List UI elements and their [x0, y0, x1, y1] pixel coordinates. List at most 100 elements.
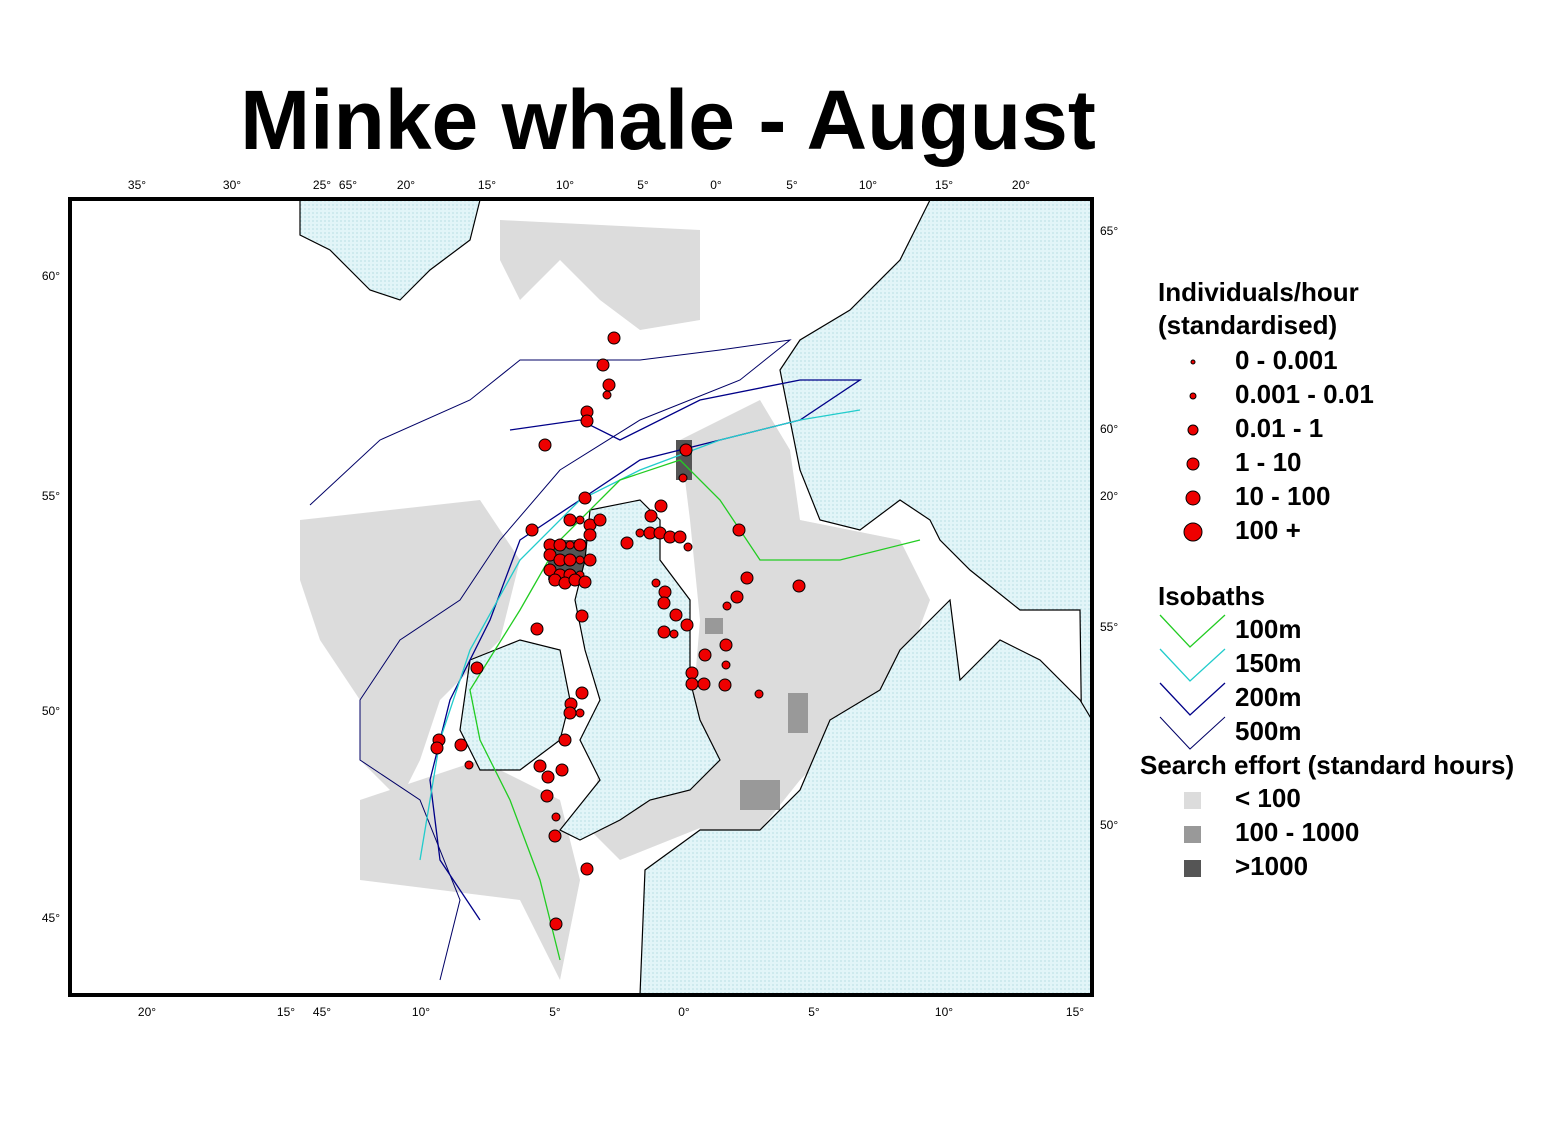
great-britain — [559, 499, 721, 841]
sighting — [583, 553, 597, 567]
sighting — [578, 575, 592, 589]
sighting — [685, 677, 699, 691]
sighting — [607, 331, 621, 345]
legend-effort: < 100 100 - 1000 >1000 — [1184, 783, 1359, 881]
map-area — [70, 199, 1092, 995]
sighting — [722, 601, 732, 611]
continent — [639, 598, 1092, 995]
effort-cell — [705, 618, 723, 634]
sighting — [470, 661, 484, 675]
legend-symbol — [1184, 860, 1201, 877]
sighting — [721, 660, 731, 670]
effort-cell — [788, 693, 808, 733]
sighting — [593, 513, 607, 527]
left-tick-label: 55° — [42, 489, 60, 503]
sighting — [538, 438, 552, 452]
bottom-tick-label: 10° — [935, 1005, 953, 1019]
effort-cell — [740, 780, 780, 810]
top-tick-label: 35° — [128, 178, 146, 192]
legend-label: 200m — [1235, 682, 1302, 712]
legend-label: 100m — [1235, 614, 1302, 644]
search-effort — [300, 220, 930, 980]
top-tick-label: 5° — [786, 178, 798, 192]
bottom-tick-label: 20° — [138, 1005, 156, 1019]
right-tick-label: 65° — [1100, 224, 1118, 238]
legend-symbol — [1185, 490, 1201, 506]
greenland-coast — [299, 199, 481, 301]
legend-title: (standardised) — [1158, 310, 1337, 340]
left-tick-label: 45° — [42, 911, 60, 925]
sighting — [563, 513, 577, 527]
sighting — [580, 414, 594, 428]
legend-individuals: 0 - 0.001 0.001 - 0.01 0.01 - 1 1 - 10 10 - … — [1183, 345, 1374, 545]
sighting — [563, 553, 577, 567]
top-tick-label: 10° — [859, 178, 877, 192]
sighting — [553, 538, 567, 552]
sighting — [644, 509, 658, 523]
sighting — [657, 625, 671, 639]
sighting — [549, 917, 563, 931]
sighting — [678, 473, 688, 483]
legend-label: 500m — [1235, 716, 1302, 746]
effort-area — [680, 400, 930, 830]
sighting — [732, 523, 746, 537]
sighting — [754, 689, 764, 699]
legend-label: 0.001 - 0.01 — [1235, 379, 1374, 409]
top-tick-label: 20° — [1012, 178, 1030, 192]
legend-symbol — [1183, 522, 1203, 542]
sighting — [680, 618, 694, 632]
sighting — [669, 629, 679, 639]
top-tick-label: 15° — [478, 178, 496, 192]
sighting — [548, 829, 562, 843]
sighting — [683, 542, 693, 552]
legend-label: 150m — [1235, 648, 1302, 678]
sighting — [565, 540, 575, 550]
sighting — [602, 378, 616, 392]
legend-label: >1000 — [1235, 851, 1308, 881]
sighting — [651, 578, 661, 588]
top-tick-label: 0° — [710, 178, 722, 192]
legend-symbol — [1184, 792, 1201, 809]
legend-symbol — [1159, 682, 1226, 716]
bottom-tick-label: 45° — [313, 1005, 331, 1019]
sighting — [525, 523, 539, 537]
top-tick-label: 30° — [223, 178, 241, 192]
right-tick-label: 55° — [1100, 620, 1118, 634]
graticule-labels: 35° 30° 25° 65° 20° 15° 10° 5° 0° 5° 10° 15° 20° 20° 1… — [42, 178, 1119, 1019]
legend-label: 100 - 1000 — [1235, 817, 1359, 847]
sighting — [454, 738, 468, 752]
sighting — [575, 609, 589, 623]
sighting — [555, 763, 569, 777]
legend-label: < 100 — [1235, 783, 1301, 813]
sighting — [530, 622, 544, 636]
left-tick-label: 60° — [42, 269, 60, 283]
legend-symbol — [1184, 826, 1201, 843]
sighting — [573, 538, 587, 552]
legend-title: Individuals/hour — [1158, 277, 1359, 307]
sighting — [583, 528, 597, 542]
legend-symbol — [1159, 648, 1226, 682]
map-frame — [68, 197, 1094, 997]
legend-label: 0.01 - 1 — [1235, 413, 1323, 443]
sighting — [792, 579, 806, 593]
sighting — [602, 390, 612, 400]
legend-symbol — [1189, 392, 1197, 400]
legend-symbol — [1187, 424, 1199, 436]
effort-area — [360, 760, 580, 980]
right-tick-label: 60° — [1100, 422, 1118, 436]
sighting — [620, 536, 634, 550]
sighting — [558, 733, 572, 747]
sighting — [596, 358, 610, 372]
right-tick-label: 20° — [1100, 489, 1118, 503]
sighting — [575, 515, 585, 525]
sighting — [575, 708, 585, 718]
top-tick-label: 65° — [339, 178, 357, 192]
sighting — [540, 789, 554, 803]
left-tick-label: 50° — [42, 704, 60, 718]
legend-symbol — [1159, 716, 1226, 750]
right-tick-label: 50° — [1100, 818, 1118, 832]
effort-area — [500, 220, 700, 330]
isobath-500 — [309, 339, 792, 981]
legend-symbol — [1159, 614, 1226, 648]
